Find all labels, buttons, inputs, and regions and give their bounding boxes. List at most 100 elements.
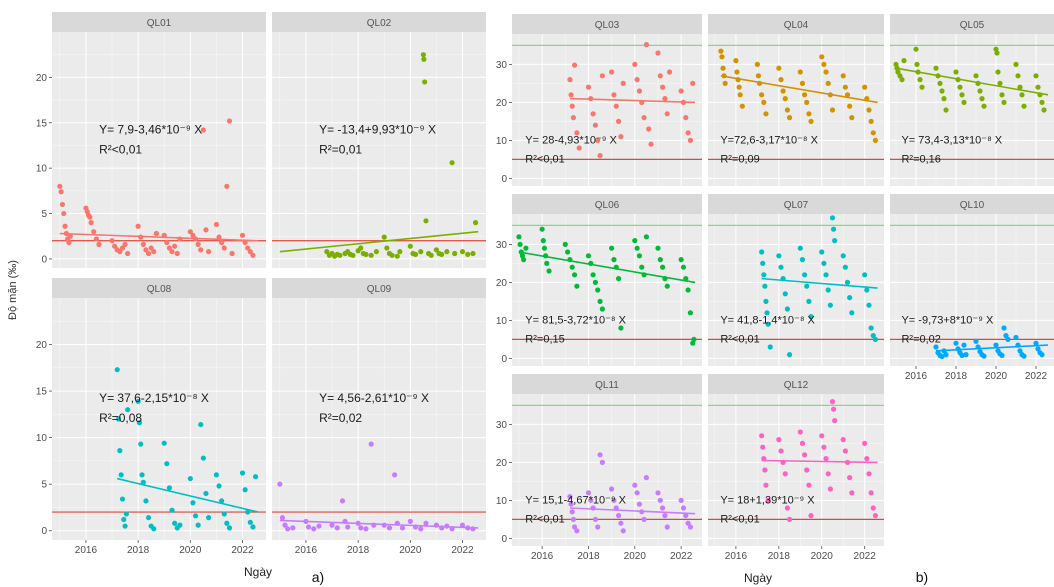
- data-point: [655, 50, 661, 56]
- data-point: [423, 218, 429, 224]
- data-point: [939, 88, 945, 94]
- data-point: [571, 62, 578, 68]
- data-point: [953, 340, 959, 346]
- data-point: [569, 264, 575, 270]
- data-point: [823, 456, 829, 462]
- data-point: [829, 215, 836, 221]
- data-point: [786, 516, 793, 523]
- data-point: [418, 249, 424, 255]
- data-point: [541, 245, 548, 251]
- data-point: [761, 99, 767, 105]
- data-point: [866, 107, 872, 113]
- data-point: [597, 153, 603, 159]
- facet-title-ql07: QL07: [784, 200, 809, 211]
- data-point: [517, 241, 523, 247]
- data-point: [801, 272, 808, 278]
- data-point: [609, 245, 615, 251]
- trend-line-ql08: [117, 477, 259, 513]
- data-point: [678, 497, 684, 503]
- data-point: [58, 189, 64, 195]
- facet-plot-area-ql03: [512, 34, 702, 186]
- data-point: [459, 522, 466, 528]
- data-point: [1021, 353, 1027, 359]
- data-point: [140, 241, 146, 247]
- data-point: [567, 494, 573, 500]
- data-point: [870, 333, 876, 339]
- data-point: [842, 264, 848, 270]
- x-tick-label: 2020: [811, 551, 834, 562]
- y-tick-label: 10: [496, 496, 508, 507]
- regression-equation-ql09: Y= 4,56-2,61*10⁻⁹ X: [319, 391, 429, 405]
- data-point: [93, 236, 99, 242]
- data-point: [192, 513, 199, 519]
- data-point: [618, 325, 624, 331]
- facet-ql09: QL09 Y= 4,56-2,61*10⁻⁹ X R²=0,02 2016 2018 20…: [272, 278, 486, 556]
- data-point: [345, 524, 351, 530]
- data-point: [1039, 99, 1045, 105]
- data-point: [937, 80, 943, 86]
- data-point: [570, 516, 577, 523]
- data-point: [847, 475, 853, 481]
- data-point: [125, 407, 131, 413]
- data-point: [187, 475, 193, 482]
- data-point: [205, 515, 212, 521]
- data-point: [1033, 73, 1039, 79]
- data-point: [840, 253, 846, 259]
- data-point: [821, 260, 827, 266]
- data-point: [914, 61, 920, 67]
- y-tick-label: 20: [496, 278, 508, 289]
- data-point: [762, 283, 768, 289]
- facet-plot-area-ql01: [52, 32, 266, 268]
- x-tick-label: 2016: [531, 551, 554, 562]
- data-point: [200, 455, 206, 461]
- data-point: [829, 399, 836, 405]
- facet-strip-ql02: [272, 12, 486, 32]
- data-point: [394, 253, 400, 259]
- data-point: [1021, 103, 1027, 109]
- data-point: [585, 253, 592, 259]
- data-point: [136, 420, 143, 426]
- data-point: [250, 252, 256, 258]
- data-point: [718, 48, 724, 54]
- data-point: [801, 452, 808, 458]
- data-point: [755, 73, 762, 79]
- data-point: [868, 490, 874, 496]
- data-point: [997, 80, 1003, 86]
- data-point: [123, 511, 129, 517]
- data-point: [1041, 107, 1047, 113]
- data-point: [733, 58, 739, 64]
- data-point: [544, 260, 550, 266]
- facet-ql10: QL10 Y= -9,73+8*10⁻⁹ X R²=0,02 2016 2018 2020…: [890, 194, 1054, 382]
- data-point: [763, 482, 769, 488]
- data-point: [825, 471, 831, 477]
- data-point: [870, 130, 876, 136]
- data-point: [135, 398, 141, 404]
- facet-title-ql10: QL10: [960, 200, 985, 211]
- data-point: [872, 513, 879, 519]
- data-point: [720, 65, 726, 71]
- data-point: [221, 245, 227, 251]
- data-point: [957, 84, 963, 90]
- data-point: [1001, 325, 1007, 331]
- data-point: [618, 134, 624, 140]
- data-point: [685, 130, 691, 136]
- data-point: [96, 241, 102, 247]
- x-tick-label: 2018: [347, 545, 370, 556]
- data-point: [778, 77, 784, 83]
- data-point: [118, 472, 124, 478]
- data-point: [678, 88, 684, 94]
- data-point: [250, 524, 256, 530]
- data-point: [540, 238, 546, 244]
- facet-title-ql03: QL03: [595, 20, 620, 31]
- r-squared-ql05: R²=0,16: [901, 153, 940, 165]
- data-point: [571, 524, 578, 530]
- data-point: [153, 230, 159, 237]
- facet-inner-ql03: [512, 42, 702, 160]
- facet-inner-ql02: [272, 52, 486, 259]
- data-point: [776, 65, 782, 71]
- regression-equation-ql11: Y= 15,1-4,67*10⁻⁹ X: [525, 494, 626, 506]
- data-point: [685, 520, 691, 526]
- facet-plot-area-ql07: [708, 214, 884, 366]
- data-point: [662, 513, 668, 519]
